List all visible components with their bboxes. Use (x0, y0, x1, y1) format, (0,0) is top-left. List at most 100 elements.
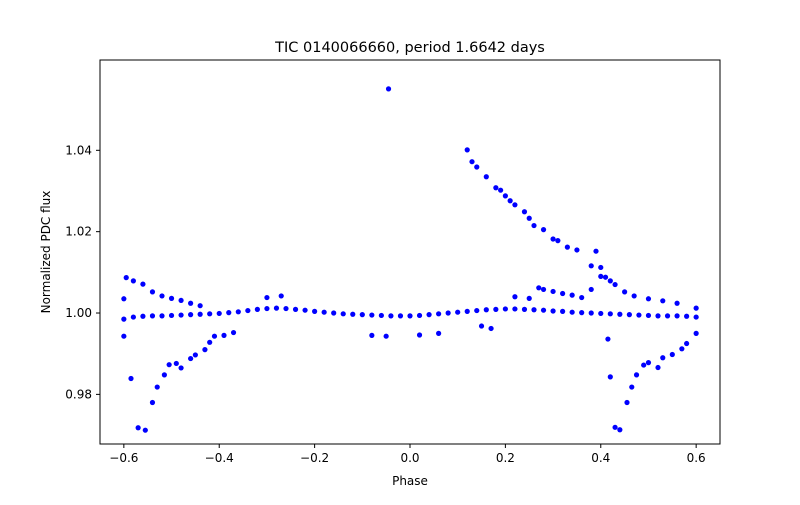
data-point (655, 364, 661, 371)
data-point (331, 310, 337, 316)
data-point (197, 311, 203, 317)
data-point (121, 296, 127, 302)
x-axis-label: Phase (392, 474, 428, 488)
data-point (388, 313, 394, 319)
data-point (123, 275, 129, 281)
data-point (416, 332, 423, 338)
x-tick-label: 0.6 (687, 451, 706, 465)
data-point (588, 286, 594, 293)
data-point (564, 244, 570, 250)
data-point (540, 286, 547, 293)
data-point (121, 316, 127, 322)
data-point (135, 425, 141, 431)
data-point (383, 333, 389, 339)
y-axis-ticks: 0.98 1.00 1.02 1.04 (65, 143, 100, 401)
data-point (149, 399, 156, 406)
chart-title: TIC 0140066660, period 1.6642 days (274, 40, 545, 56)
data-point (230, 329, 237, 336)
data-point (669, 351, 675, 358)
data-point (612, 424, 618, 430)
data-point (512, 306, 518, 312)
data-point (660, 298, 666, 304)
data-point (526, 295, 532, 301)
data-point (130, 314, 136, 320)
data-point (579, 310, 585, 316)
data-point (560, 308, 566, 314)
data-point (498, 187, 504, 193)
data-point (235, 309, 241, 315)
data-point (436, 330, 442, 336)
data-point (168, 312, 175, 319)
data-point (188, 300, 194, 306)
data-point (211, 333, 218, 339)
data-point (550, 236, 556, 242)
data-point (684, 313, 690, 319)
data-point (521, 306, 528, 312)
data-point (540, 307, 547, 313)
data-point (631, 293, 637, 299)
data-point (278, 293, 284, 299)
data-point (693, 330, 699, 336)
data-point (197, 303, 203, 309)
x-axis-ticks: −0.6 −0.4 −0.2 0.0 0.2 0.4 0.6 (109, 444, 706, 465)
data-point (121, 333, 127, 339)
data-point (369, 332, 375, 338)
data-point (226, 310, 232, 316)
data-point (178, 365, 184, 371)
data-point (221, 332, 227, 338)
data-point (493, 306, 499, 312)
data-point (292, 306, 299, 312)
data-point (149, 289, 156, 295)
data-point (569, 292, 575, 298)
data-point (507, 198, 513, 204)
data-point (633, 372, 640, 378)
data-point (469, 159, 475, 165)
data-point (161, 372, 167, 378)
data-point (493, 185, 499, 191)
data-point (629, 384, 635, 390)
data-point (385, 86, 392, 92)
data-point (693, 314, 699, 320)
data-point (617, 311, 623, 317)
data-point (130, 278, 136, 284)
data-point (512, 294, 518, 300)
data-point (178, 312, 184, 318)
data-point (464, 308, 470, 314)
data-point (159, 313, 165, 319)
data-point (149, 313, 156, 319)
y-tick-label: 1.02 (65, 225, 92, 239)
data-point (168, 295, 175, 301)
data-point (588, 263, 594, 269)
data-point (624, 399, 630, 406)
data-point (674, 313, 680, 319)
y-tick-label: 1.04 (65, 143, 92, 157)
data-point (598, 273, 604, 280)
data-point (359, 312, 365, 318)
data-point (483, 307, 489, 313)
data-points (121, 86, 699, 433)
data-point (436, 311, 442, 317)
x-tick-label: −0.4 (205, 451, 234, 465)
data-point (598, 264, 604, 271)
data-point (512, 202, 518, 208)
data-point (607, 311, 613, 317)
data-point (216, 310, 222, 317)
data-point (660, 355, 666, 361)
data-point (474, 307, 480, 314)
data-point (574, 247, 580, 253)
data-point (340, 311, 346, 317)
x-tick-label: 0.0 (400, 451, 419, 465)
y-tick-label: 1.00 (65, 306, 92, 320)
data-point (445, 310, 451, 316)
data-point (245, 307, 251, 314)
data-point (128, 375, 134, 382)
data-point (488, 325, 494, 332)
data-point (588, 310, 594, 316)
data-point (612, 281, 618, 288)
data-point (378, 312, 384, 319)
data-point (598, 310, 604, 317)
data-point (502, 193, 508, 199)
data-point (693, 305, 699, 311)
